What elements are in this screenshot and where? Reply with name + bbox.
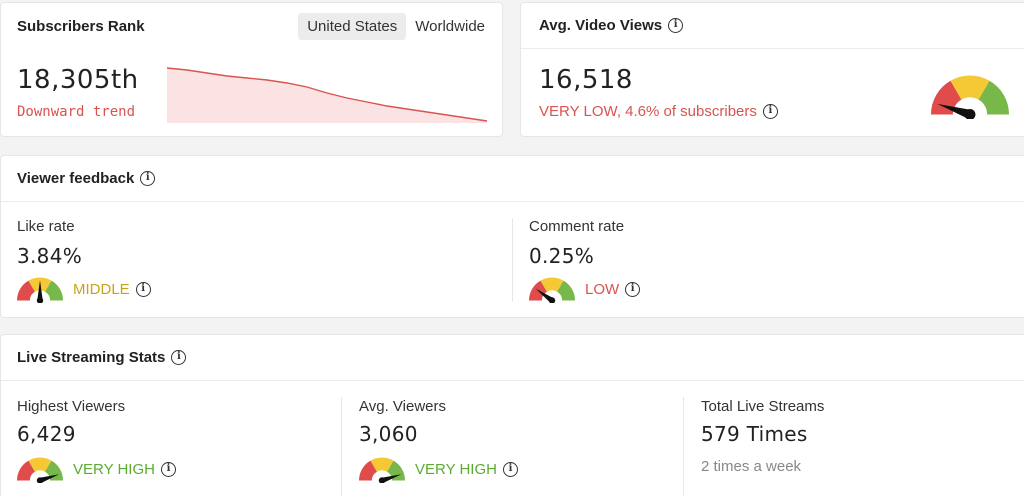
live-streaming-stats-title: Live Streaming Stats bbox=[17, 349, 166, 366]
gauge-green-segment bbox=[387, 460, 405, 481]
subscribers-rank-value: 18,305th bbox=[17, 65, 139, 95]
info-icon[interactable]: i bbox=[502, 461, 518, 477]
gauge-icon bbox=[17, 277, 63, 303]
gauge-yellow-segment bbox=[28, 457, 52, 472]
info-icon[interactable]: i bbox=[762, 104, 778, 119]
like-rate-status-row: MIDDLE i bbox=[17, 275, 151, 303]
region-toggle: United States Worldwide bbox=[298, 12, 494, 40]
highest-viewers-metric: Highest Viewers 6,429 VERY HIGH i bbox=[17, 381, 337, 496]
gauge-yellow-segment bbox=[540, 277, 564, 292]
gauge-icon bbox=[17, 457, 63, 483]
like-rate-metric: Like rate 3.84% MIDDLE i bbox=[17, 202, 497, 318]
avg-viewers-status: VERY HIGH bbox=[415, 460, 497, 478]
gauge-icon bbox=[529, 277, 575, 303]
highest-viewers-value: 6,429 bbox=[17, 422, 76, 446]
comment-rate-status: LOW bbox=[585, 280, 620, 298]
comment-rate-value: 0.25% bbox=[529, 244, 595, 268]
gauge-hub bbox=[36, 477, 44, 483]
highest-viewers-status: VERY HIGH bbox=[73, 460, 155, 478]
viewer-feedback-header: Viewer feedback i bbox=[1, 156, 1024, 202]
subscribers-rank-trend: Downward trend bbox=[17, 104, 136, 120]
info-icon[interactable]: i bbox=[171, 350, 187, 365]
info-icon[interactable]: i bbox=[625, 281, 641, 297]
subscribers-rank-card: Subscribers Rank United States Worldwide… bbox=[0, 2, 503, 137]
highest-viewers-status-row: VERY HIGH i bbox=[17, 455, 176, 483]
gauge-green-segment bbox=[557, 280, 575, 301]
info-icon[interactable]: i bbox=[135, 281, 151, 297]
gauge-icon bbox=[931, 75, 1009, 119]
comment-rate-metric: Comment rate 0.25% LOW i bbox=[529, 202, 1009, 318]
tab-worldwide[interactable]: Worldwide bbox=[415, 17, 485, 35]
avg-viewers-metric: Avg. Viewers 3,060 VERY HIGH i bbox=[359, 381, 679, 496]
highest-viewers-label: Highest Viewers bbox=[17, 398, 126, 415]
gauge-icon bbox=[359, 457, 405, 483]
live-streaming-stats-card: Live Streaming Stats i Highest Viewers 6… bbox=[0, 334, 1024, 496]
gauge-yellow-segment bbox=[950, 75, 990, 100]
viewer-feedback-title: Viewer feedback bbox=[17, 170, 135, 187]
comment-rate-status-row: LOW i bbox=[529, 275, 641, 303]
gauge-hub bbox=[378, 477, 386, 483]
gauge-hub bbox=[548, 297, 556, 303]
info-icon[interactable]: i bbox=[140, 171, 156, 186]
avg-video-views-header: Avg. Video Views i bbox=[521, 3, 1024, 49]
divider bbox=[341, 397, 342, 496]
viewer-feedback-card: Viewer feedback i Like rate 3.84% MIDDLE… bbox=[0, 155, 1024, 318]
like-rate-value: 3.84% bbox=[17, 244, 83, 268]
total-live-streams-frequency: 2 times a week bbox=[701, 458, 802, 475]
gauge-yellow-segment bbox=[370, 457, 394, 472]
gauge-needle bbox=[39, 474, 60, 483]
total-live-streams-value: 579 Times bbox=[701, 422, 808, 446]
tab-united-states[interactable]: United States bbox=[298, 12, 407, 40]
gauge-red-segment bbox=[931, 80, 962, 115]
comment-rate-label: Comment rate bbox=[529, 218, 625, 235]
avg-video-views-note: VERY LOW, 4.6% of subscribers i bbox=[539, 103, 778, 120]
divider bbox=[512, 218, 513, 302]
gauge-hub bbox=[964, 109, 976, 119]
avg-viewers-status-row: VERY HIGH i bbox=[359, 455, 518, 483]
gauge-green-segment bbox=[978, 80, 1009, 115]
info-icon[interactable]: i bbox=[160, 461, 176, 477]
gauge-red-segment bbox=[359, 460, 377, 481]
avg-video-views-value: 16,518 bbox=[539, 65, 633, 95]
gauge-red-segment bbox=[17, 280, 35, 301]
avg-viewers-value: 3,060 bbox=[359, 422, 418, 446]
avg-video-views-card: Avg. Video Views i 16,518 VERY LOW, 4.6%… bbox=[520, 2, 1024, 137]
gauge-hub bbox=[36, 297, 44, 303]
total-live-streams-metric: Total Live Streams 579 Times 2 times a w… bbox=[701, 381, 1021, 496]
gauge-red-segment bbox=[17, 460, 35, 481]
rank-trend-sparkline bbox=[167, 67, 488, 123]
gauge-green-segment bbox=[45, 280, 63, 301]
like-rate-status: MIDDLE bbox=[73, 280, 130, 298]
gauge-green-segment bbox=[45, 460, 63, 481]
info-icon[interactable]: i bbox=[668, 18, 684, 33]
subscribers-rank-title: Subscribers Rank bbox=[17, 17, 145, 35]
divider bbox=[683, 397, 684, 496]
sparkline-line bbox=[167, 67, 488, 122]
gauge-needle bbox=[381, 474, 402, 483]
live-streaming-stats-header: Live Streaming Stats i bbox=[1, 335, 1024, 381]
gauge-needle bbox=[37, 280, 43, 301]
subscribers-rank-header: Subscribers Rank United States Worldwide bbox=[1, 3, 502, 49]
avg-video-views-status: VERY LOW, 4.6% of subscribers bbox=[539, 103, 757, 120]
total-live-streams-label: Total Live Streams bbox=[701, 398, 825, 415]
sparkline-area bbox=[167, 68, 487, 123]
avg-video-views-title: Avg. Video Views bbox=[539, 17, 663, 34]
gauge-needle bbox=[937, 103, 972, 119]
avg-viewers-label: Avg. Viewers bbox=[359, 398, 446, 415]
like-rate-label: Like rate bbox=[17, 218, 75, 235]
